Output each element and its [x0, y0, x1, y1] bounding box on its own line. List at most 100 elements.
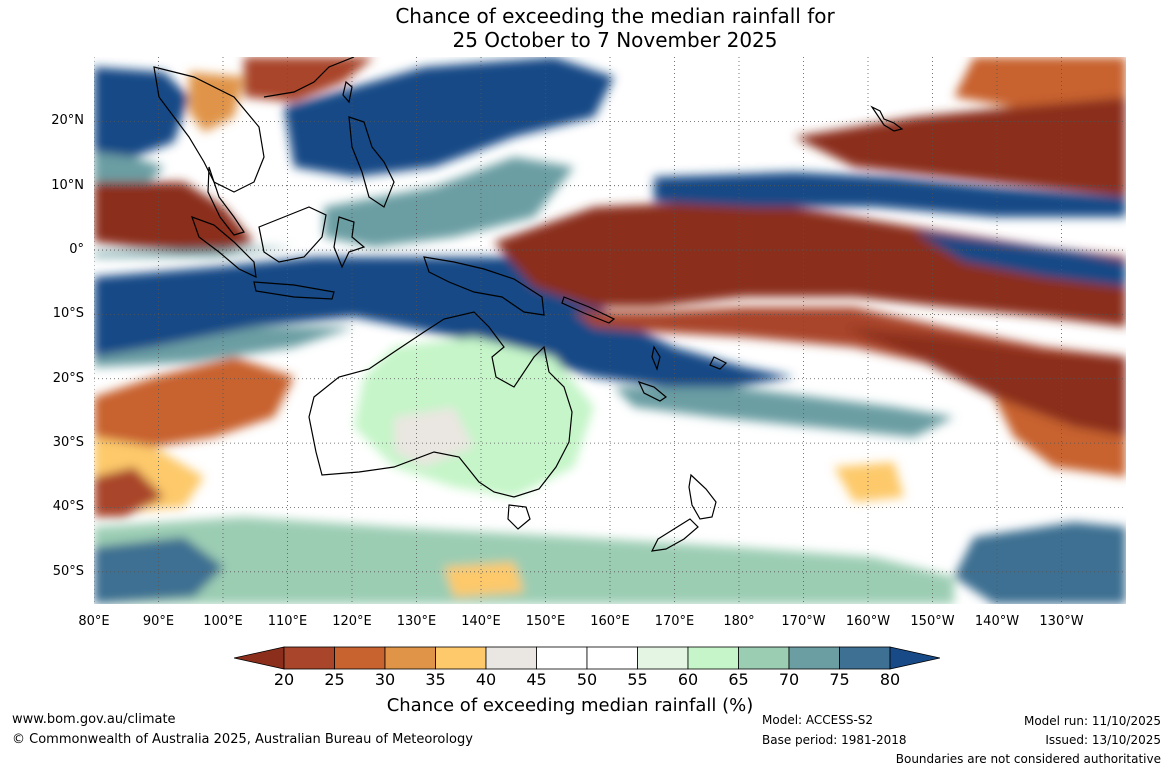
lon-label-170e: 170°E [654, 614, 695, 629]
blue-region-maritime [94, 257, 794, 387]
philippines-coastline [348, 116, 395, 208]
colorbar-segment [334, 646, 386, 670]
website-link[interactable]: www.bom.gov.au/climate [12, 712, 176, 727]
blue-region-nw [94, 67, 189, 157]
colorbar-extend-low [234, 646, 285, 670]
colorbar-segment [738, 646, 790, 670]
lon-label-170w: 170°W [781, 614, 826, 629]
colorbar-tick-45: 45 [526, 670, 547, 689]
brown-region-west-5n [94, 182, 254, 252]
indochina-coastline [153, 66, 265, 193]
china-coastline [263, 57, 355, 98]
tasmania-coastline [507, 504, 531, 530]
lon-label-120e: 120°E [332, 614, 372, 629]
blue-region-10n-pacific [654, 172, 1126, 217]
lon-label-160w: 160°W [845, 614, 891, 629]
colorbar-extend-high [889, 646, 940, 670]
lon-label-150e: 150°E [525, 614, 566, 629]
lon-label-90e: 90°E [142, 614, 175, 629]
blue-region-philippines [284, 57, 614, 177]
colorbar-segment [435, 646, 487, 670]
colorbar-tick-25: 25 [324, 670, 345, 689]
colorbar-title: Chance of exceeding median rainfall (%) [386, 695, 754, 716]
colorbar-tick-80: 80 [879, 670, 901, 689]
lat-label-20s: 20°S [52, 370, 84, 386]
lon-label-180: 180° [723, 614, 755, 629]
grey-patch-australia [394, 407, 474, 467]
lat-label-10s: 10°S [52, 306, 84, 322]
new-zealand-south-coastline [650, 518, 699, 552]
colorbar [234, 646, 940, 670]
brown-region-sw-indian [94, 467, 164, 517]
vanuatu-coastline [651, 345, 661, 371]
model-label: Model: ACCESS-S2 [762, 713, 874, 727]
rainfall-map [94, 57, 1126, 604]
brown-region-north-1 [244, 57, 374, 102]
lat-label-40s: 40°S [52, 499, 84, 515]
brown-region-southeast [844, 327, 1126, 437]
colorbar-segment [536, 646, 588, 670]
lon-label-140w: 140°W [974, 614, 1020, 629]
solomon-coastline [561, 296, 616, 324]
lat-label-10n: 10°N [51, 177, 84, 193]
colorbar-tick-35: 35 [425, 670, 446, 689]
colorbar-tick-40: 40 [475, 670, 497, 689]
lat-label-50s: 50°S [52, 563, 84, 579]
graticule [94, 57, 1126, 604]
colorbar-segment [788, 646, 840, 670]
lon-label-160e: 160°E [590, 614, 630, 629]
yellow-patch-1 [834, 462, 904, 502]
chart-title: Chance of exceeding the median rainfall … [0, 4, 1173, 52]
colorbar-tick-75: 75 [829, 670, 850, 689]
lon-label-80e: 80°E [78, 614, 110, 629]
lat-label-20n: 20°N [51, 113, 84, 129]
sulawesi-coastline [333, 216, 366, 269]
lon-label-150w: 150°W [910, 614, 955, 629]
colorbar-segment [384, 646, 436, 670]
copyright-text: © Commonwealth of Australia 2025, Austra… [12, 732, 473, 747]
lat-label-30s: 30°S [52, 435, 84, 451]
taiwan-coastline [342, 80, 353, 104]
colorbar-segment [283, 646, 335, 670]
brown-region-equatorial [494, 202, 1126, 327]
lon-label-130e: 130°E [396, 614, 437, 629]
yellow-patch-2 [444, 562, 524, 597]
colorbar-segment [485, 646, 537, 670]
teal-region-maritime-edge [94, 247, 354, 367]
lon-label-100e: 100°E [203, 614, 243, 629]
orange-region-southeast [994, 397, 1126, 477]
blue-region-sw-corner [94, 537, 224, 604]
title-line-1: Chance of exceeding the median rainfall … [395, 4, 835, 28]
new-zealand-north-coastline [688, 473, 717, 520]
teal-region-nw [94, 152, 164, 187]
borneo-coastline [258, 206, 327, 263]
colorbar-tick-70: 70 [778, 670, 800, 689]
probability-field [94, 57, 1126, 604]
colorbar-segment [687, 646, 739, 670]
map-canvas [94, 57, 1126, 604]
issued-label: Issued: 13/10/2025 [1045, 733, 1161, 747]
lon-label-140e: 140°E [461, 614, 501, 629]
colorbar-tick-50: 50 [576, 670, 598, 689]
orange-region-sw-indian [94, 357, 294, 447]
lon-label-130w: 130°W [1039, 614, 1084, 629]
teal-region-south-band [94, 517, 954, 604]
teal-region-south-pacific [614, 387, 954, 437]
sumatra-coastline [191, 216, 257, 279]
australia-coastline [308, 311, 573, 498]
model-run-label: Model run: 11/10/2025 [1023, 714, 1161, 728]
coastlines [153, 57, 904, 552]
title-line-2: 25 October to 7 November 2025 [452, 28, 778, 52]
new-guinea-coastline [423, 256, 545, 316]
blue-region-far-southeast [954, 522, 1126, 604]
boundaries-disclaimer: Boundaries are not considered authoritat… [895, 752, 1161, 766]
blue-region-east-equator [914, 232, 1126, 287]
new-caledonia-coastline [637, 380, 668, 402]
colorbar-tick-65: 65 [728, 670, 749, 689]
teal-region-phil-south [324, 157, 574, 247]
colorbar-tick-20: 20 [273, 670, 295, 689]
brown-region-northeast [794, 97, 1126, 197]
colorbar-tick-55: 55 [627, 670, 648, 689]
colorbar-tick-60: 60 [677, 670, 699, 689]
lat-label-0: 0° [69, 242, 84, 258]
